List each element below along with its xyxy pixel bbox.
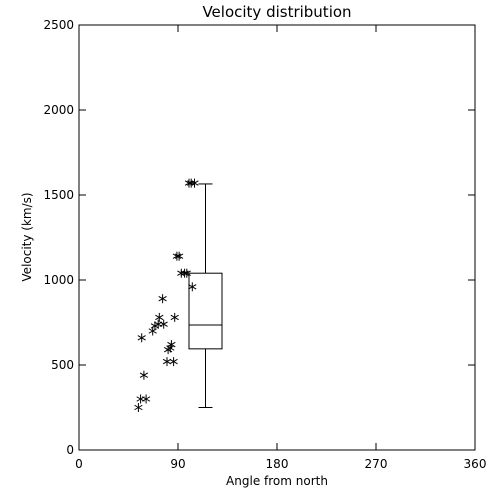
data-point: [170, 312, 179, 322]
data-point: [137, 333, 146, 343]
y-tick-label: 0: [66, 443, 74, 457]
data-point: [169, 357, 178, 367]
x-tick-label: 270: [365, 457, 388, 471]
y-tick-label: 1500: [43, 188, 74, 202]
x-tick-label: 0: [75, 457, 83, 471]
data-point: [190, 178, 199, 188]
data-point: [155, 312, 164, 322]
data-point: [136, 394, 145, 404]
x-tick-label: 360: [464, 457, 487, 471]
y-tick-label: 500: [51, 358, 74, 372]
x-axis: 0 90 180 270 360: [75, 25, 486, 471]
x-tick-label: 180: [266, 457, 289, 471]
box-plot: [188, 183, 223, 408]
y-tick-label: 2500: [43, 18, 74, 32]
data-point: [158, 294, 167, 304]
y-tick-label: 2000: [43, 103, 74, 117]
data-point: [141, 394, 151, 404]
data-point: [162, 357, 172, 367]
data-point: [148, 326, 157, 336]
scatter-points: [134, 178, 199, 412]
data-point: [187, 178, 196, 188]
y-axis: 0 500 1000 1500 2000 2500: [43, 18, 475, 457]
data-point: [154, 319, 163, 329]
y-axis-label: Velocity (km/s): [20, 192, 34, 281]
data-point: [139, 370, 149, 380]
data-point: [134, 403, 143, 412]
data-point: [188, 282, 197, 292]
data-point: [159, 319, 168, 329]
box-iqr: [188, 272, 223, 350]
x-axis-label: Angle from north: [226, 474, 328, 488]
data-point: [167, 340, 176, 350]
y-tick-label: 1000: [43, 273, 74, 287]
x-tick-label: 90: [170, 457, 185, 471]
chart-title: Velocity distribution: [202, 3, 351, 21]
data-point: [174, 251, 184, 261]
plot-frame: [78, 24, 476, 451]
data-point: [182, 268, 191, 278]
